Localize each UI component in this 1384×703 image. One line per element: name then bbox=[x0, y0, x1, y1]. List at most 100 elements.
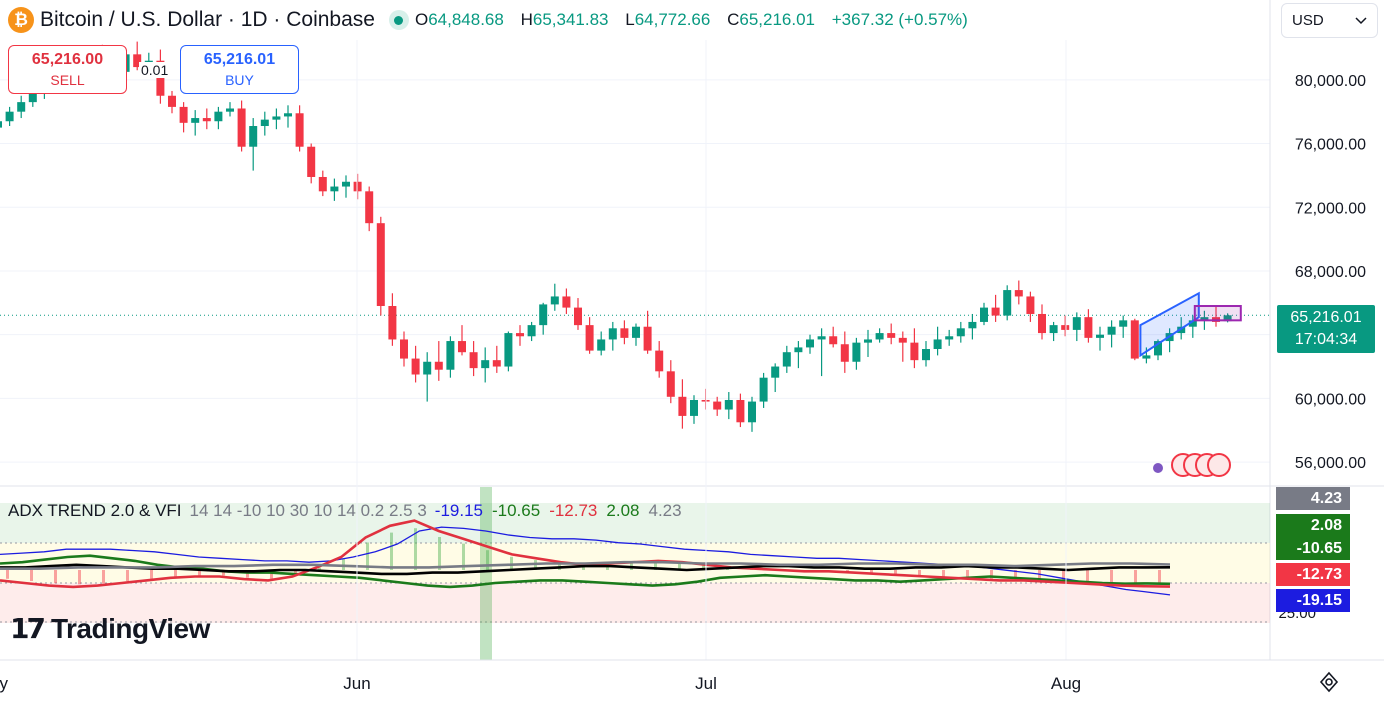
candle-body bbox=[632, 326, 640, 338]
candle-body bbox=[910, 342, 919, 361]
candle-body bbox=[1003, 290, 1012, 316]
candle-body bbox=[504, 333, 513, 367]
histogram-bar bbox=[414, 528, 417, 570]
histogram-bar bbox=[678, 563, 681, 570]
candle-body bbox=[191, 118, 200, 123]
candle-body bbox=[864, 339, 872, 343]
candle-body bbox=[133, 54, 142, 68]
histogram-bar bbox=[702, 565, 705, 570]
candle-body bbox=[295, 113, 304, 147]
candle-body bbox=[1061, 325, 1070, 330]
candle-body bbox=[434, 361, 443, 370]
histogram-bar bbox=[942, 570, 945, 577]
economic-event-icon bbox=[1207, 453, 1231, 477]
high-value: 65,341.83 bbox=[532, 10, 609, 29]
candle-body bbox=[620, 328, 629, 338]
indicator-badge: 4.23 bbox=[1276, 487, 1350, 510]
candle-body bbox=[678, 396, 687, 416]
histogram-bar bbox=[1062, 570, 1065, 581]
currency-select[interactable]: USD bbox=[1281, 3, 1378, 38]
candle-body bbox=[1119, 320, 1128, 327]
symbol-header: ₿ Bitcoin / U.S. Dollar · 1D · Coinbase … bbox=[0, 0, 1270, 40]
candle-body bbox=[156, 60, 165, 96]
indicator-value: -19.15 bbox=[434, 501, 483, 520]
indicator-line bbox=[0, 563, 1171, 576]
indicator-line bbox=[0, 560, 1171, 571]
candle-body bbox=[1223, 315, 1232, 322]
histogram-bar bbox=[990, 570, 993, 579]
indicator-badge: -10.65 bbox=[1276, 537, 1350, 560]
candle-body bbox=[481, 360, 490, 369]
histogram-bar bbox=[150, 570, 153, 579]
candle-body bbox=[794, 347, 803, 353]
candle-body bbox=[353, 181, 362, 192]
histogram-bar bbox=[1110, 570, 1113, 584]
candle-body bbox=[492, 360, 501, 367]
y-tick-label: 56,000.00 bbox=[1295, 455, 1366, 472]
histogram-bar bbox=[294, 570, 297, 576]
last-price-value: 65,216.01 bbox=[1290, 309, 1362, 326]
buy-button[interactable]: 65,216.01 BUY bbox=[180, 45, 299, 94]
histogram-bar bbox=[366, 542, 369, 570]
candle-body bbox=[1188, 320, 1197, 327]
candle-body bbox=[666, 371, 675, 397]
candle-body bbox=[237, 108, 246, 147]
x-tick-label: Jul bbox=[695, 674, 717, 693]
y-tick-label: 68,000.00 bbox=[1295, 264, 1366, 281]
candle-body bbox=[887, 333, 896, 338]
histogram-bar bbox=[1014, 570, 1017, 579]
candle-body bbox=[817, 336, 826, 340]
candle-body bbox=[179, 106, 188, 123]
buy-price: 65,216.01 bbox=[203, 50, 276, 68]
ohlc-values: O64,848.68 H65,341.83 L64,772.66 C65,216… bbox=[414, 10, 968, 29]
candle-body bbox=[272, 116, 281, 120]
currency-value: USD bbox=[1292, 12, 1324, 29]
candle-body bbox=[1049, 325, 1058, 334]
tradingview-logo[interactable]: 𝟭𝟳 TradingView bbox=[10, 612, 210, 645]
indicator-badge: -19.15 bbox=[1276, 589, 1350, 612]
candle-body bbox=[724, 399, 733, 410]
settings-icon[interactable] bbox=[1318, 671, 1340, 693]
candle-body bbox=[1096, 334, 1104, 338]
histogram-bar bbox=[318, 567, 321, 570]
indicator-params: 14 14 -10 10 30 10 14 0.2 2.5 3 bbox=[189, 501, 427, 520]
x-tick-label: May bbox=[0, 674, 9, 693]
y-tick-label: 60,000.00 bbox=[1295, 391, 1366, 408]
histogram-bar bbox=[1134, 570, 1137, 584]
histogram-bar bbox=[894, 570, 897, 575]
indicator-legend[interactable]: ADX TREND 2.0 & VFI 14 14 -10 10 30 10 1… bbox=[8, 500, 691, 522]
candle-body bbox=[933, 339, 942, 350]
channel-drawing bbox=[1139, 291, 1200, 358]
x-tick-label: Jun bbox=[343, 674, 370, 693]
candle-body bbox=[202, 118, 211, 122]
candle-body bbox=[1026, 296, 1035, 314]
symbol-title[interactable]: Bitcoin / U.S. Dollar · 1D · Coinbase bbox=[40, 8, 375, 31]
sell-button[interactable]: 65,216.00 SELL bbox=[8, 45, 127, 94]
candle-body bbox=[748, 401, 756, 423]
y-tick-label: 76,000.00 bbox=[1295, 137, 1366, 154]
indicator-value: 2.08 bbox=[606, 501, 640, 520]
candle-body bbox=[574, 307, 582, 326]
spread-value: 0.01 bbox=[139, 62, 171, 78]
histogram-bar bbox=[102, 570, 105, 584]
candle-body bbox=[1130, 320, 1139, 359]
candle-body bbox=[342, 181, 350, 187]
candle-body bbox=[562, 296, 571, 308]
candle-body bbox=[759, 377, 768, 402]
histogram-bar bbox=[30, 570, 33, 581]
candle-body bbox=[365, 191, 374, 224]
histogram-bar bbox=[390, 532, 393, 570]
y-tick-label: 80,000.00 bbox=[1295, 73, 1366, 90]
candle-body bbox=[875, 333, 884, 340]
indicator-badge: 2.08 bbox=[1276, 514, 1350, 537]
candle-body bbox=[1107, 326, 1116, 335]
candle-body bbox=[411, 358, 420, 375]
candle-body bbox=[1142, 355, 1151, 359]
candle-body bbox=[643, 326, 652, 351]
candle-body bbox=[852, 342, 861, 362]
candle-body bbox=[980, 307, 988, 322]
candle-body bbox=[898, 337, 907, 343]
indicator-band-green bbox=[0, 503, 1270, 543]
candle-body bbox=[968, 321, 977, 329]
